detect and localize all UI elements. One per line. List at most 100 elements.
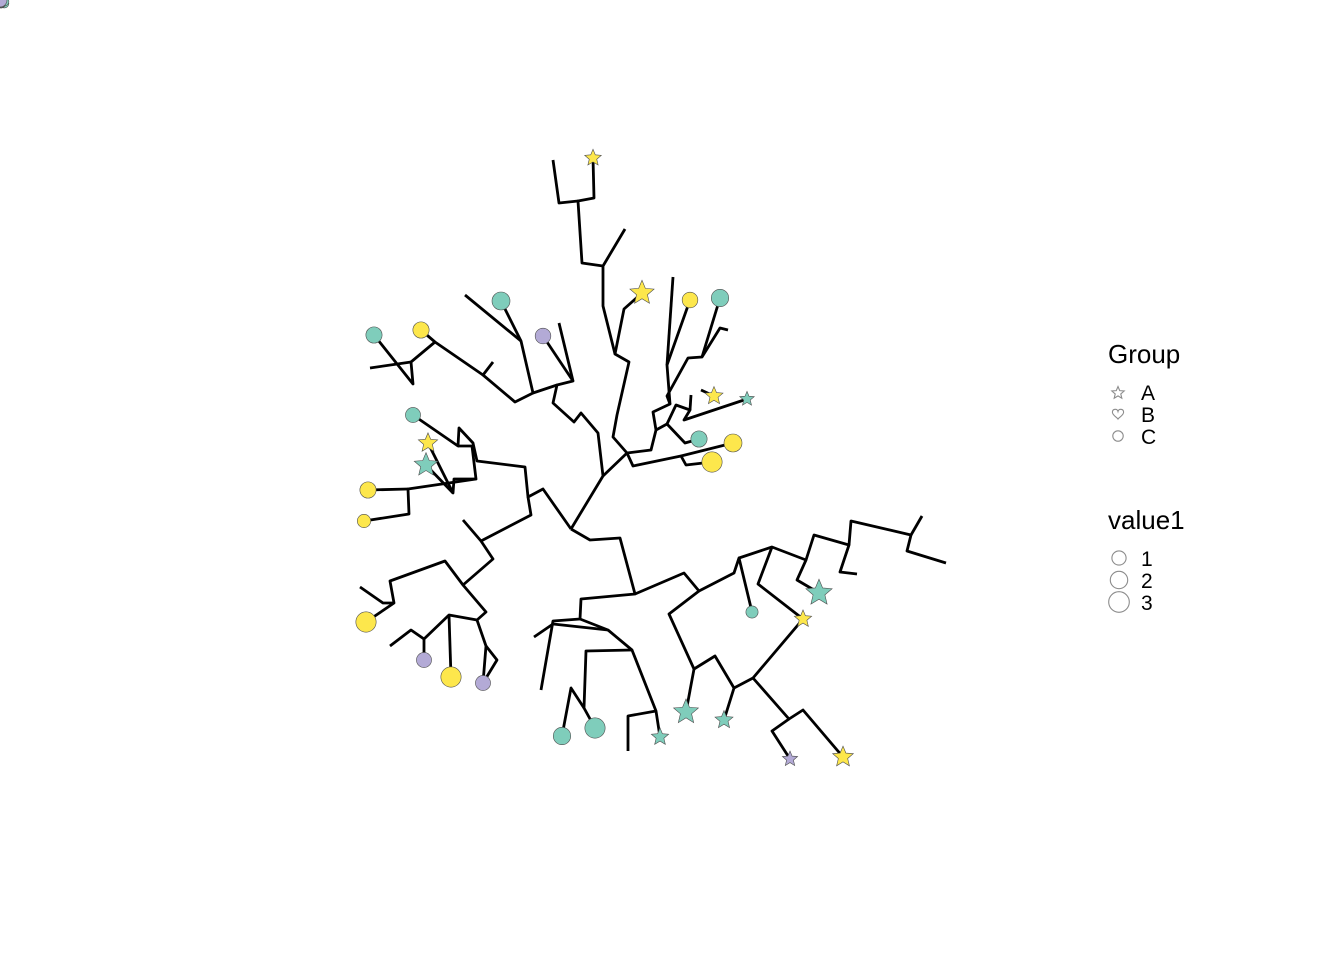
- legend-value1-label-3: 3: [1141, 592, 1153, 615]
- legend-group-title: Group: [1108, 339, 1180, 369]
- tree-branches: [359, 157, 947, 760]
- tree-branch: [756, 546, 804, 621]
- tip-star-marker: [714, 709, 734, 729]
- tree-branch: [369, 360, 412, 370]
- tree-branch: [363, 477, 477, 523]
- legend-value1: value1 1 2 3: [1108, 505, 1185, 615]
- legend-value1-item-1: 1: [1111, 548, 1153, 571]
- tree-branch: [499, 300, 558, 395]
- tree-branch: [626, 422, 700, 455]
- tree-branch: [541, 335, 575, 382]
- tip-star-marker: [793, 609, 813, 627]
- legend-size-circle-icon: [1111, 550, 1127, 566]
- tip-circle-marker: [745, 605, 759, 619]
- tree-branch: [481, 645, 499, 684]
- tree-branch: [582, 648, 633, 729]
- tree-branch: [576, 157, 604, 268]
- tree-branch: [372, 334, 436, 386]
- legend-group-label-c: C: [1141, 426, 1156, 449]
- tip-circle-marker: [681, 291, 699, 309]
- tip-circle-marker: [365, 326, 383, 344]
- legend-value1-label-1: 1: [1141, 548, 1153, 571]
- tip-star-marker: [831, 745, 855, 767]
- legend-group-label-b: B: [1141, 404, 1155, 427]
- legend-group-label-a: A: [1141, 382, 1155, 405]
- legend-star-icon: [1110, 385, 1126, 400]
- tip-star-marker: [413, 451, 439, 476]
- legend-size-circle-icon: [1109, 570, 1129, 590]
- tip-circle-marker: [359, 481, 377, 499]
- legend-circle-icon: [1112, 430, 1124, 442]
- legend-value1-item-2: 2: [1109, 570, 1153, 593]
- tip-circle-marker: [355, 611, 377, 633]
- tree-branch: [412, 413, 573, 530]
- tip-star-marker: [672, 698, 700, 724]
- tree-branch: [539, 527, 637, 691]
- tree-branch: [770, 717, 792, 760]
- tip-circle-marker: [357, 514, 371, 528]
- tip-circle-marker: [405, 407, 421, 423]
- tree-branch: [533, 622, 609, 639]
- tip-star-marker: [781, 750, 799, 767]
- legend-group: Group A B C: [1108, 339, 1180, 449]
- tip-star-marker: [629, 279, 655, 304]
- legend-value1-label-2: 2: [1141, 570, 1153, 593]
- tree-branch: [909, 515, 924, 536]
- tree-branch: [847, 519, 947, 565]
- tip-circle-marker: [552, 726, 572, 746]
- tree-branch: [601, 228, 627, 355]
- tip-circle-marker: [710, 288, 730, 308]
- tree-branch: [634, 556, 754, 613]
- tree-tips: [0, 0, 855, 767]
- tree-branch: [389, 628, 425, 648]
- tip-star-marker: [583, 148, 603, 166]
- tree-branch: [688, 394, 693, 411]
- tip-circle-marker: [690, 430, 708, 448]
- tip-star-marker: [417, 432, 439, 452]
- tree-branch: [461, 496, 533, 543]
- tree-branch: [560, 686, 586, 737]
- tree-branch: [667, 589, 805, 690]
- tree-branch: [420, 328, 484, 377]
- tree-branch: [359, 585, 394, 605]
- tip-circle-marker: [584, 717, 606, 739]
- tip-circle-marker: [701, 451, 723, 473]
- tree-branch: [569, 451, 713, 530]
- tip-circle-marker: [491, 291, 511, 311]
- tree-branch: [551, 322, 605, 477]
- legend-group-item-a: A: [1110, 382, 1155, 405]
- tree-branch: [422, 613, 478, 660]
- tip-star-marker: [805, 578, 833, 605]
- tree-branch: [551, 159, 579, 205]
- tree-branch: [651, 326, 729, 431]
- tree-branch: [751, 677, 845, 758]
- tip-star-marker: [739, 390, 755, 406]
- tip-circle-marker: [534, 327, 552, 345]
- tip-circle-marker: [475, 675, 491, 691]
- tip-circle-marker: [723, 433, 743, 453]
- legend-value1-title: value1: [1108, 505, 1185, 535]
- tip-circle-marker: [412, 321, 430, 339]
- tree-branch: [464, 293, 522, 343]
- legend-value1-item-3: 3: [1108, 591, 1153, 615]
- tree-branch: [461, 584, 488, 684]
- tree-branch: [700, 297, 722, 358]
- tree-branch: [738, 533, 858, 576]
- legend-heart-icon: [1111, 408, 1125, 421]
- legend-group-item-c: C: [1112, 426, 1156, 449]
- tree-branch: [665, 397, 748, 425]
- tip-circle-marker: [0, 0, 8, 8]
- tree-branch: [611, 291, 643, 454]
- legend-size-circle-icon: [1108, 591, 1130, 613]
- tree-branch: [365, 540, 495, 624]
- tip-circle-marker: [416, 652, 432, 668]
- legend-group-item-b: B: [1111, 404, 1155, 427]
- tree-branch: [426, 442, 478, 495]
- tree-branch: [481, 361, 534, 404]
- tip-star-marker: [704, 385, 724, 405]
- tip-star-marker: [650, 727, 670, 745]
- tip-circle-marker: [440, 666, 462, 688]
- tree-branch: [665, 276, 675, 366]
